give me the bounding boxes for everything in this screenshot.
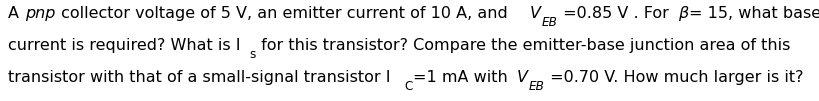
Text: collector voltage of 5 V, an emitter current of 10 A, and: collector voltage of 5 V, an emitter cur…: [56, 6, 513, 21]
Text: pnp: pnp: [25, 6, 55, 21]
Text: V: V: [516, 70, 527, 85]
Text: transistor with that of a small-signal transistor I: transistor with that of a small-signal t…: [8, 70, 390, 85]
Text: EB: EB: [527, 80, 544, 93]
Text: current is required? What is I: current is required? What is I: [8, 38, 240, 53]
Text: = 15, what base: = 15, what base: [688, 6, 819, 21]
Text: β: β: [677, 6, 688, 21]
Text: s: s: [249, 48, 256, 61]
Text: A: A: [8, 6, 24, 21]
Text: =1 mA with: =1 mA with: [413, 70, 513, 85]
Text: for this transistor? Compare the emitter-base junction area of this: for this transistor? Compare the emitter…: [256, 38, 790, 53]
Text: EB: EB: [541, 16, 557, 29]
Text: =0.70 V. How much larger is it?: =0.70 V. How much larger is it?: [544, 70, 803, 85]
Text: C: C: [405, 80, 413, 93]
Text: V: V: [529, 6, 541, 21]
Text: =0.85 V . For: =0.85 V . For: [557, 6, 673, 21]
